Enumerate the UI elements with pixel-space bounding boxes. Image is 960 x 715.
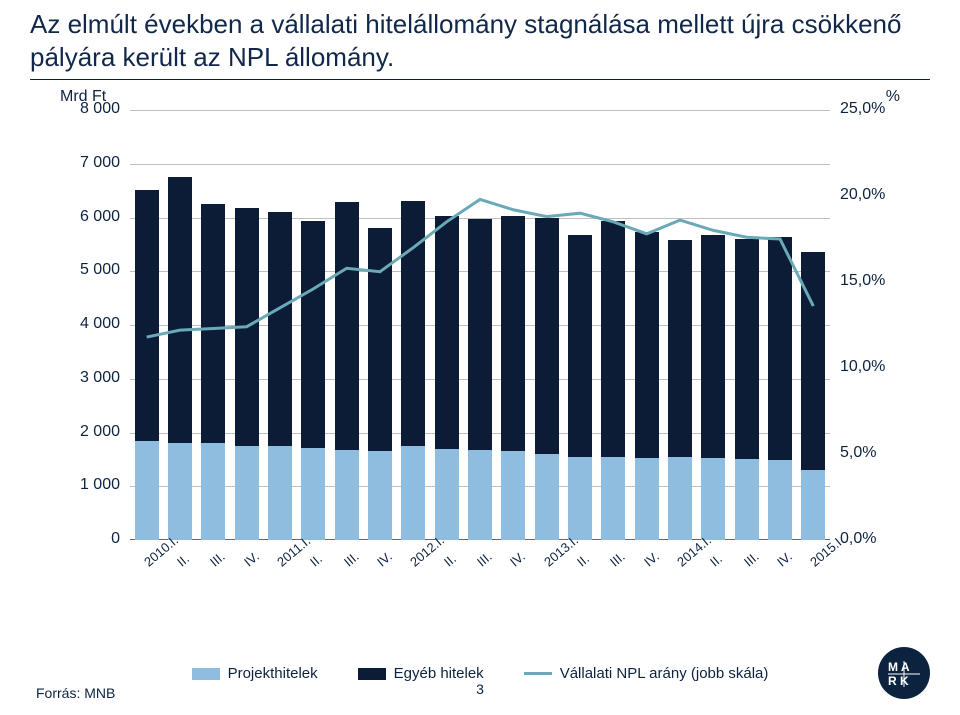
bar-seg-egyeb bbox=[168, 177, 192, 443]
bar-seg-projekt bbox=[268, 446, 292, 540]
bar-seg-projekt bbox=[568, 457, 592, 540]
ytick-right: 10,0% bbox=[840, 358, 885, 376]
bar-seg-projekt bbox=[301, 448, 325, 540]
ytick-left: 1 000 bbox=[60, 476, 120, 494]
bar-seg-egyeb bbox=[201, 204, 225, 443]
xtick-label: IV. bbox=[374, 549, 395, 570]
ytick-left: 4 000 bbox=[60, 315, 120, 333]
bar-seg-projekt bbox=[168, 443, 192, 540]
bar-seg-egyeb bbox=[701, 235, 725, 458]
bar-seg-projekt bbox=[735, 459, 759, 540]
svg-text:M A: M A bbox=[888, 660, 910, 674]
bar-seg-egyeb bbox=[501, 216, 525, 451]
xtick-label: II. bbox=[574, 551, 592, 569]
xtick-label: IV. bbox=[507, 549, 528, 570]
legend-label-line: Vállalati NPL arány (jobb skála) bbox=[560, 665, 769, 682]
bar-seg-egyeb bbox=[601, 221, 625, 457]
xtick-label: II. bbox=[441, 551, 459, 569]
bar-seg-projekt bbox=[468, 450, 492, 540]
bar-seg-egyeb bbox=[401, 201, 425, 446]
bar-seg-projekt bbox=[601, 457, 625, 540]
legend-label-egyeb: Egyéb hitelek bbox=[394, 665, 484, 682]
ytick-right: 20,0% bbox=[840, 186, 885, 204]
title-block: Az elmúlt években a vállalati hitelállom… bbox=[30, 8, 930, 80]
ytick-right: 25,0% bbox=[840, 100, 885, 118]
page-title: Az elmúlt években a vállalati hitelállom… bbox=[30, 8, 930, 73]
bar-seg-egyeb bbox=[301, 221, 325, 447]
legend: Projekthitelek Egyéb hitelek Vállalati N… bbox=[60, 665, 900, 682]
ytick-left: 0 bbox=[60, 530, 120, 548]
bar-seg-projekt bbox=[801, 470, 825, 540]
mark-logo: M A R K bbox=[878, 647, 930, 699]
bar-seg-egyeb bbox=[268, 212, 292, 446]
ytick-left: 5 000 bbox=[60, 261, 120, 279]
legend-label-projekt: Projekthitelek bbox=[228, 665, 318, 682]
legend-item-projekt: Projekthitelek bbox=[192, 665, 318, 682]
ytick-right: 5,0% bbox=[840, 444, 876, 462]
bar-seg-projekt bbox=[401, 446, 425, 540]
ytick-left: 3 000 bbox=[60, 369, 120, 387]
bar-seg-egyeb bbox=[535, 218, 559, 455]
ytick-left: 8 000 bbox=[60, 100, 120, 118]
bar-seg-egyeb bbox=[368, 228, 392, 452]
xtick-label: IV. bbox=[774, 549, 795, 570]
xtick-label: IV. bbox=[641, 549, 662, 570]
bar-seg-egyeb bbox=[335, 202, 359, 449]
xtick-label: III. bbox=[474, 549, 495, 570]
xtick-label: IV. bbox=[241, 549, 262, 570]
bar-seg-egyeb bbox=[668, 240, 692, 457]
bar-seg-egyeb bbox=[735, 239, 759, 459]
bar-seg-egyeb bbox=[235, 208, 259, 446]
bar-seg-projekt bbox=[435, 449, 459, 540]
bar-seg-egyeb bbox=[635, 232, 659, 458]
plot-area bbox=[130, 110, 830, 540]
xtick-label: III. bbox=[741, 549, 762, 570]
bar-seg-projekt bbox=[635, 458, 659, 540]
xtick-label: III. bbox=[207, 549, 228, 570]
legend-item-egyeb: Egyéb hitelek bbox=[358, 665, 484, 682]
svg-text:R K: R K bbox=[888, 674, 909, 688]
bar-seg-projekt bbox=[535, 454, 559, 540]
ytick-left: 2 000 bbox=[60, 423, 120, 441]
bar-seg-projekt bbox=[768, 460, 792, 540]
bar-seg-projekt bbox=[368, 451, 392, 540]
bar-seg-projekt bbox=[201, 443, 225, 540]
xtick-label: II. bbox=[307, 551, 325, 569]
legend-swatch-projekt bbox=[192, 668, 220, 680]
bar-seg-projekt bbox=[135, 441, 159, 540]
xtick-label: II. bbox=[707, 551, 725, 569]
gridline bbox=[130, 110, 830, 111]
mark-logo-icon: M A R K bbox=[884, 653, 924, 693]
chart: Projekthitelek Egyéb hitelek Vállalati N… bbox=[60, 110, 900, 610]
bar-seg-egyeb bbox=[768, 237, 792, 460]
bar-seg-egyeb bbox=[468, 219, 492, 450]
xtick-label: II. bbox=[174, 551, 192, 569]
bar-seg-projekt bbox=[335, 450, 359, 540]
ytick-left: 6 000 bbox=[60, 208, 120, 226]
xtick-label: III. bbox=[607, 549, 628, 570]
bar-seg-projekt bbox=[501, 451, 525, 540]
xtick-label: III. bbox=[341, 549, 362, 570]
page-number: 3 bbox=[0, 681, 960, 697]
title-rule bbox=[30, 79, 930, 80]
legend-swatch-line bbox=[524, 672, 552, 675]
bar-seg-projekt bbox=[701, 458, 725, 540]
ytick-right: 15,0% bbox=[840, 272, 885, 290]
bar-seg-projekt bbox=[668, 457, 692, 540]
bar-seg-egyeb bbox=[135, 190, 159, 441]
ytick-left: 7 000 bbox=[60, 154, 120, 172]
bar-seg-egyeb bbox=[568, 235, 592, 457]
gridline bbox=[130, 164, 830, 165]
y-axis-right-label: % bbox=[886, 88, 900, 106]
bar-seg-projekt bbox=[235, 446, 259, 540]
legend-item-line: Vállalati NPL arány (jobb skála) bbox=[524, 665, 769, 682]
legend-swatch-egyeb bbox=[358, 668, 386, 680]
bar-seg-egyeb bbox=[435, 216, 459, 449]
bar-seg-egyeb bbox=[801, 252, 825, 470]
